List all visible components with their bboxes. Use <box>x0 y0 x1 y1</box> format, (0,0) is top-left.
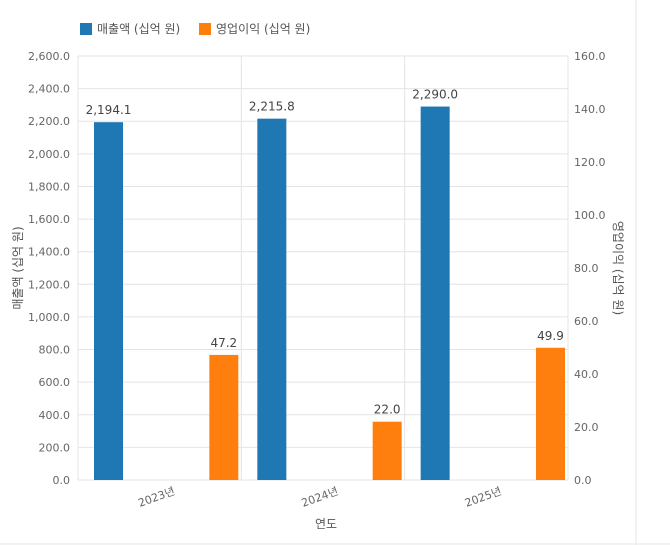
left-tick-label: 2,000.0 <box>28 148 70 161</box>
grid-lines <box>77 55 569 481</box>
data-label-operating-profit: 22.0 <box>374 403 401 417</box>
left-tick-label: 1,400.0 <box>28 246 70 259</box>
left-tick-label: 2,400.0 <box>28 83 70 96</box>
bars <box>94 106 565 481</box>
legend-label-revenue: 매출액 (십억 원) <box>97 22 180 36</box>
left-tick-label: 2,600.0 <box>28 50 70 63</box>
bar-revenue[interactable] <box>94 122 123 480</box>
bar-operating-profit[interactable] <box>536 347 565 480</box>
bar-revenue[interactable] <box>420 106 450 481</box>
left-tick-label: 400.0 <box>39 409 71 422</box>
right-tick-label: 80.0 <box>574 262 599 275</box>
bar-revenue[interactable] <box>257 118 287 481</box>
left-tick-label: 1,800.0 <box>28 180 70 193</box>
legend-item-operating-profit[interactable]: 영업이익 (십억 원) <box>199 22 310 36</box>
right-tick-label: 100.0 <box>574 209 606 222</box>
x-tick-label: 2025년 <box>463 485 503 510</box>
x-tick-label: 2024년 <box>300 485 340 510</box>
left-y-axis-ticks: 0.0 200.0 400.0 600.0 800.0 1,000.0 1,200.0 1,4… <box>28 50 70 487</box>
x-tick-label: 2023년 <box>136 485 176 510</box>
x-axis-title: 연도 <box>315 517 337 531</box>
legend[interactable]: 매출액 (십억 원) 영업이익 (십억 원) <box>80 22 310 36</box>
left-tick-label: 1,000.0 <box>28 311 70 324</box>
x-axis-ticks: 2023년 2024년 2025년 <box>136 485 503 510</box>
right-tick-label: 140.0 <box>574 103 606 116</box>
legend-swatch-operating-profit <box>199 23 211 35</box>
data-label-revenue: 2,194.1 <box>86 103 132 117</box>
right-tick-label: 120.0 <box>574 156 606 169</box>
data-label-revenue: 2,290.0 <box>412 88 458 102</box>
legend-swatch-revenue <box>80 23 92 35</box>
right-y-axis-title: 영업이익 (십억 원) <box>611 221 625 315</box>
right-y-axis-ticks: 0.0 20.0 40.0 60.0 80.0 100.0 120.0 140.0 160.0 <box>574 50 606 487</box>
bar-operating-profit[interactable] <box>209 354 239 480</box>
left-tick-label: 2,200.0 <box>28 115 70 128</box>
bar-operating-profit[interactable] <box>372 421 402 480</box>
right-tick-label: 20.0 <box>574 421 599 434</box>
data-label-operating-profit: 47.2 <box>210 336 237 350</box>
left-tick-label: 600.0 <box>39 376 71 389</box>
left-tick-label: 200.0 <box>39 441 71 454</box>
left-tick-label: 800.0 <box>39 344 71 357</box>
left-tick-label: 0.0 <box>53 474 71 487</box>
data-label-operating-profit: 49.9 <box>537 329 564 343</box>
data-labels: 2,194.1 47.2 2,215.8 22.0 2,290.0 49.9 <box>86 88 564 417</box>
left-tick-label: 1,600.0 <box>28 213 70 226</box>
legend-item-revenue[interactable]: 매출액 (십억 원) <box>80 22 180 36</box>
right-tick-label: 0.0 <box>574 474 592 487</box>
right-tick-label: 40.0 <box>574 368 599 381</box>
left-tick-label: 1,200.0 <box>28 278 70 291</box>
data-label-revenue: 2,215.8 <box>249 100 295 114</box>
left-y-axis-title: 매출액 (십억 원) <box>11 226 25 309</box>
right-tick-label: 60.0 <box>574 315 599 328</box>
legend-label-operating-profit: 영업이익 (십억 원) <box>216 22 310 36</box>
right-tick-label: 160.0 <box>574 50 606 63</box>
